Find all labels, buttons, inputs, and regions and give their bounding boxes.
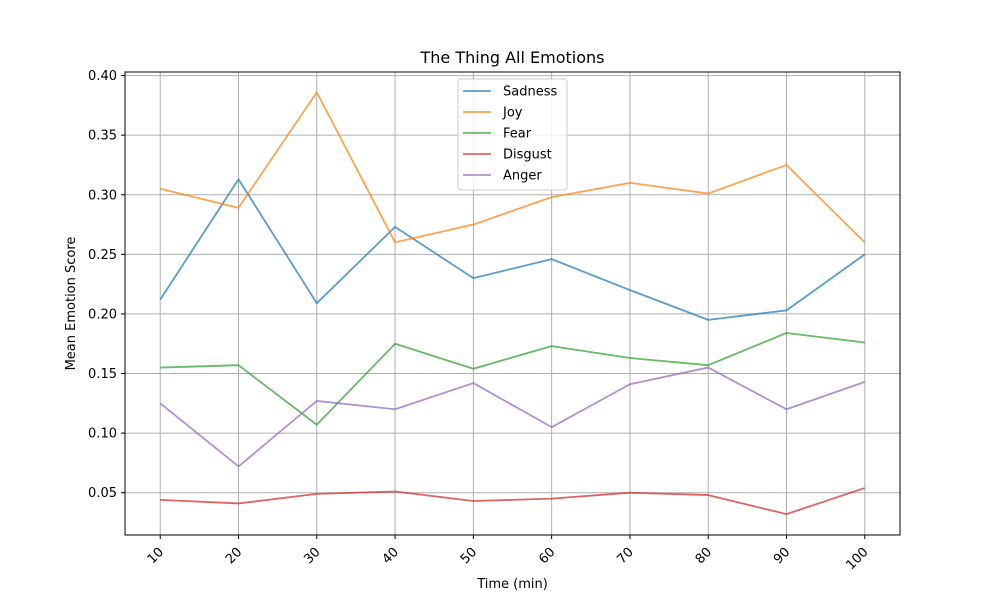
- x-tick-label: 100: [843, 545, 871, 573]
- legend-label-sadness: Sadness: [503, 85, 557, 100]
- y-tick-label: 0.40: [88, 69, 117, 84]
- x-tick-label: 30: [301, 545, 323, 567]
- plot-frame: [124, 71, 901, 536]
- y-tick-label: 0.25: [88, 248, 117, 263]
- y-tick-label: 0.20: [88, 307, 117, 322]
- legend-label-disgust: Disgust: [503, 148, 552, 163]
- chart-title: The Thing All Emotions: [420, 48, 605, 67]
- y-tick-label: 0.35: [88, 129, 117, 144]
- series-line-anger: [159, 366, 866, 468]
- x-tick-label: 20: [223, 545, 245, 567]
- y-tick-label: 0.05: [88, 486, 117, 501]
- x-tick-label: 50: [458, 545, 480, 567]
- y-tick-label: 0.10: [88, 427, 117, 442]
- series-line-joy: [160, 91, 866, 244]
- legend-label-joy: Joy: [502, 106, 523, 121]
- legend-label-fear: Fear: [503, 127, 532, 142]
- series-lines: [159, 91, 866, 516]
- legend-box: [457, 78, 568, 191]
- y-tick-label: 0.15: [88, 367, 117, 382]
- series-line-disgust: [160, 487, 866, 516]
- legend: Sadness Joy Fear Disgust Anger: [457, 78, 568, 191]
- x-tick-label: 80: [693, 545, 715, 567]
- series-line-sadness: [159, 178, 866, 321]
- y-axis-label: Mean Emotion Score: [64, 237, 79, 371]
- x-tick-label: 90: [771, 545, 793, 567]
- x-tick-label: 60: [536, 545, 558, 567]
- x-axis-label: Time (min): [476, 577, 548, 592]
- x-tick-label: 10: [145, 545, 167, 567]
- series-line-fear: [160, 332, 865, 426]
- legend-label-anger: Anger: [503, 169, 542, 184]
- axis-ticks: 10 20 30 40 50 60 70 80 90 100 0.05 0.10 0.15 0.20 0.2…: [88, 69, 872, 573]
- x-tick-label: 40: [380, 545, 402, 567]
- x-tick-label: 70: [614, 545, 636, 567]
- y-tick-label: 0.30: [88, 188, 117, 203]
